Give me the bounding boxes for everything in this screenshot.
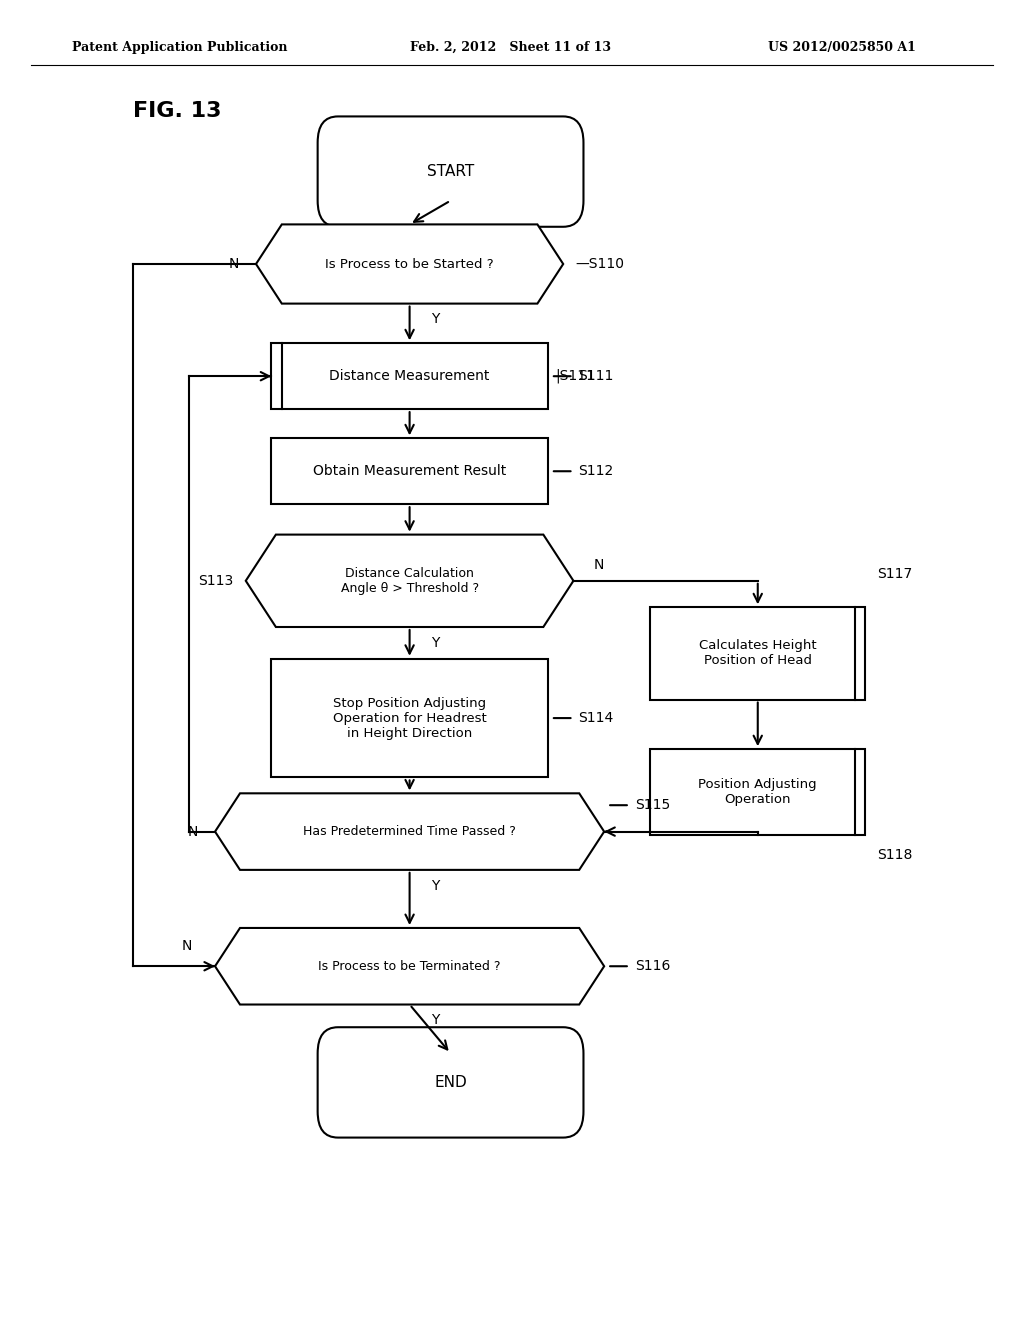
Text: Patent Application Publication: Patent Application Publication — [72, 41, 287, 54]
Text: US 2012/0025850 A1: US 2012/0025850 A1 — [768, 41, 915, 54]
Text: Y: Y — [431, 1014, 439, 1027]
Polygon shape — [256, 224, 563, 304]
FancyBboxPatch shape — [317, 1027, 584, 1138]
Text: END: END — [434, 1074, 467, 1090]
Text: Calculates Height
Position of Head: Calculates Height Position of Head — [699, 639, 816, 668]
Text: FIG. 13: FIG. 13 — [133, 100, 221, 121]
Text: Distance Measurement: Distance Measurement — [330, 370, 489, 383]
Text: Y: Y — [431, 879, 439, 892]
Text: Y: Y — [431, 313, 439, 326]
Text: Stop Position Adjusting
Operation for Headrest
in Height Direction: Stop Position Adjusting Operation for He… — [333, 697, 486, 739]
Text: |S111: |S111 — [555, 370, 595, 383]
Text: S113: S113 — [199, 574, 233, 587]
FancyBboxPatch shape — [317, 116, 584, 227]
FancyBboxPatch shape — [271, 343, 548, 409]
Text: Feb. 2, 2012   Sheet 11 of 13: Feb. 2, 2012 Sheet 11 of 13 — [410, 41, 610, 54]
Text: START: START — [427, 164, 474, 180]
Text: Is Process to be Terminated ?: Is Process to be Terminated ? — [318, 960, 501, 973]
Text: N: N — [594, 558, 604, 572]
Text: N: N — [187, 825, 198, 838]
Text: Obtain Measurement Result: Obtain Measurement Result — [313, 465, 506, 478]
Text: N: N — [181, 940, 191, 953]
Text: Is Process to be Started ?: Is Process to be Started ? — [326, 257, 494, 271]
FancyBboxPatch shape — [271, 438, 548, 504]
Polygon shape — [215, 928, 604, 1005]
FancyBboxPatch shape — [650, 607, 865, 700]
Polygon shape — [215, 793, 604, 870]
Text: S118: S118 — [878, 847, 913, 862]
Text: S112: S112 — [579, 465, 613, 478]
Text: —S110: —S110 — [575, 257, 625, 271]
FancyBboxPatch shape — [271, 659, 548, 777]
Polygon shape — [246, 535, 573, 627]
Text: S114: S114 — [579, 711, 613, 725]
Text: S111: S111 — [579, 370, 614, 383]
Text: S117: S117 — [878, 568, 912, 581]
Text: Distance Calculation
Angle θ > Threshold ?: Distance Calculation Angle θ > Threshold… — [341, 566, 478, 595]
Text: Y: Y — [431, 636, 439, 649]
Text: S116: S116 — [635, 960, 671, 973]
Text: N: N — [228, 257, 239, 271]
Text: Position Adjusting
Operation: Position Adjusting Operation — [698, 777, 817, 807]
Text: Has Predetermined Time Passed ?: Has Predetermined Time Passed ? — [303, 825, 516, 838]
Text: S115: S115 — [635, 799, 670, 812]
FancyBboxPatch shape — [650, 748, 865, 834]
